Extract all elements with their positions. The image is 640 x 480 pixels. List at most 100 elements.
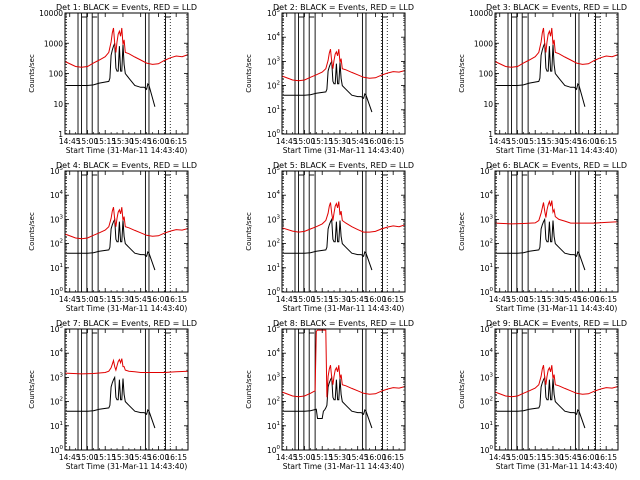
y-tick-base: 10 (50, 191, 60, 200)
y-tick-base: 10 (267, 349, 277, 358)
detector-panel-9: 14:4515:0015:1515:3015:4516:0016:1510010… (458, 319, 627, 471)
y-tick-label: 105 (267, 166, 281, 176)
x-tick-label: 16:15 (165, 453, 187, 462)
y-tick-label: 105 (267, 8, 281, 18)
y-tick-label: 100 (267, 287, 281, 297)
y-tick-base: 10 (50, 349, 60, 358)
y-tick-exponent: 0 (490, 287, 494, 293)
x-tick-label: 15:45 (560, 137, 582, 146)
y-tick-label: 102 (50, 239, 63, 249)
x-tick-label: 15:15 (311, 453, 333, 462)
x-tick-label: 15:15 (94, 137, 116, 146)
x-tick-label: 16:00 (365, 295, 387, 304)
y-tick-label: 102 (50, 397, 63, 407)
y-tick-label: 104 (50, 348, 64, 358)
y-tick-label: 101 (267, 421, 280, 431)
events-series-line (66, 375, 156, 429)
x-tick-label: 16:00 (578, 453, 600, 462)
events-series-line (496, 43, 586, 107)
y-tick-base: 10 (267, 215, 277, 224)
detector-panel-5: 14:4515:0015:1515:3015:4516:0016:1510010… (245, 161, 414, 313)
y-tick-exponent: 0 (60, 287, 64, 293)
y-tick-label: 101 (480, 421, 493, 431)
y-tick-exponent: 1 (277, 421, 281, 427)
panel-title: Det 1: BLACK = Events, RED = LLD (56, 3, 197, 12)
y-tick-label: 101 (480, 263, 493, 273)
x-tick-label: 15:45 (130, 295, 152, 304)
y-tick-label: 100 (267, 445, 281, 455)
y-tick-base: 10 (267, 288, 277, 297)
lld-series-line (494, 199, 619, 225)
x-axis-label: Start Time (31-Mar-11 14:43:40) (283, 462, 405, 471)
x-tick-label: 15:45 (560, 453, 582, 462)
y-tick-exponent: 4 (60, 190, 64, 196)
y-tick-base: 10 (267, 191, 277, 200)
y-tick-base: 10 (480, 349, 490, 358)
y-tick-label: 10000 (39, 9, 63, 18)
y-tick-label: 105 (50, 324, 64, 334)
y-tick-label: 1 (58, 130, 63, 139)
x-tick-label: 16:15 (382, 295, 404, 304)
y-tick-label: 101 (267, 105, 280, 115)
detector-panel-4: 14:4515:0015:1515:3015:4516:0016:1510010… (28, 161, 197, 313)
y-tick-exponent: 1 (490, 421, 494, 427)
x-tick-label: 16:15 (382, 137, 404, 146)
x-tick-label: 15:15 (311, 137, 333, 146)
y-tick-base: 10 (267, 446, 277, 455)
y-tick-exponent: 2 (490, 239, 494, 245)
y-tick-label: 102 (267, 81, 280, 91)
x-tick-label: 15:30 (542, 295, 564, 304)
y-tick-label: 104 (480, 348, 494, 358)
y-tick-base: 10 (50, 240, 60, 249)
y-tick-exponent: 1 (60, 263, 64, 269)
x-axis-label: Start Time (31-Mar-11 14:43:40) (496, 304, 618, 313)
y-tick-base: 10 (50, 167, 60, 176)
x-tick-label: 14:45 (489, 137, 511, 146)
y-tick-exponent: 2 (277, 239, 281, 245)
x-tick-label: 16:15 (595, 295, 617, 304)
y-tick-base: 10 (480, 240, 490, 249)
panel-title: Det 6: BLACK = Events, RED = LLD (486, 161, 627, 170)
y-tick-base: 10 (480, 325, 490, 334)
x-axis-label: Start Time (31-Mar-11 14:43:40) (496, 462, 618, 471)
x-tick-label: 15:15 (94, 295, 116, 304)
x-tick-label: 15:00 (77, 453, 99, 462)
y-tick-exponent: 5 (60, 166, 64, 172)
y-tick-exponent: 1 (277, 263, 281, 269)
y-tick-exponent: 2 (277, 397, 281, 403)
x-tick-label: 15:30 (112, 295, 134, 304)
y-tick-base: 10 (480, 215, 490, 224)
y-tick-label: 100 (480, 445, 494, 455)
plot-frame (64, 170, 189, 293)
y-axis-label: Counts/sec (245, 370, 253, 409)
y-tick-label: 104 (267, 32, 281, 42)
y-tick-exponent: 3 (277, 56, 281, 62)
x-tick-label: 14:45 (59, 137, 81, 146)
y-tick-base: 10 (267, 422, 277, 431)
y-tick-exponent: 0 (60, 445, 64, 451)
y-tick-base: 10 (267, 240, 277, 249)
x-tick-label: 15:30 (329, 295, 351, 304)
x-tick-label: 16:00 (148, 453, 170, 462)
y-tick-label: 1000 (44, 39, 63, 48)
y-tick-exponent: 0 (277, 129, 281, 135)
x-axis-label: Start Time (31-Mar-11 14:43:40) (283, 304, 405, 313)
plot-frame (281, 328, 406, 451)
x-tick-label: 15:45 (347, 453, 369, 462)
y-tick-exponent: 3 (490, 372, 494, 378)
x-tick-label: 16:00 (148, 295, 170, 304)
detector-panel-6: 14:4515:0015:1515:3015:4516:0016:1510010… (458, 161, 627, 313)
x-tick-label: 15:00 (77, 137, 99, 146)
y-tick-label: 101 (50, 421, 63, 431)
y-tick-label: 105 (267, 324, 281, 334)
x-tick-label: 15:30 (112, 453, 134, 462)
x-tick-label: 16:00 (578, 295, 600, 304)
y-tick-exponent: 0 (277, 445, 281, 451)
y-tick-label: 103 (50, 372, 64, 382)
y-tick-label: 102 (480, 239, 493, 249)
y-tick-label: 102 (267, 239, 280, 249)
y-tick-label: 103 (267, 56, 281, 66)
events-series-line (496, 217, 586, 271)
